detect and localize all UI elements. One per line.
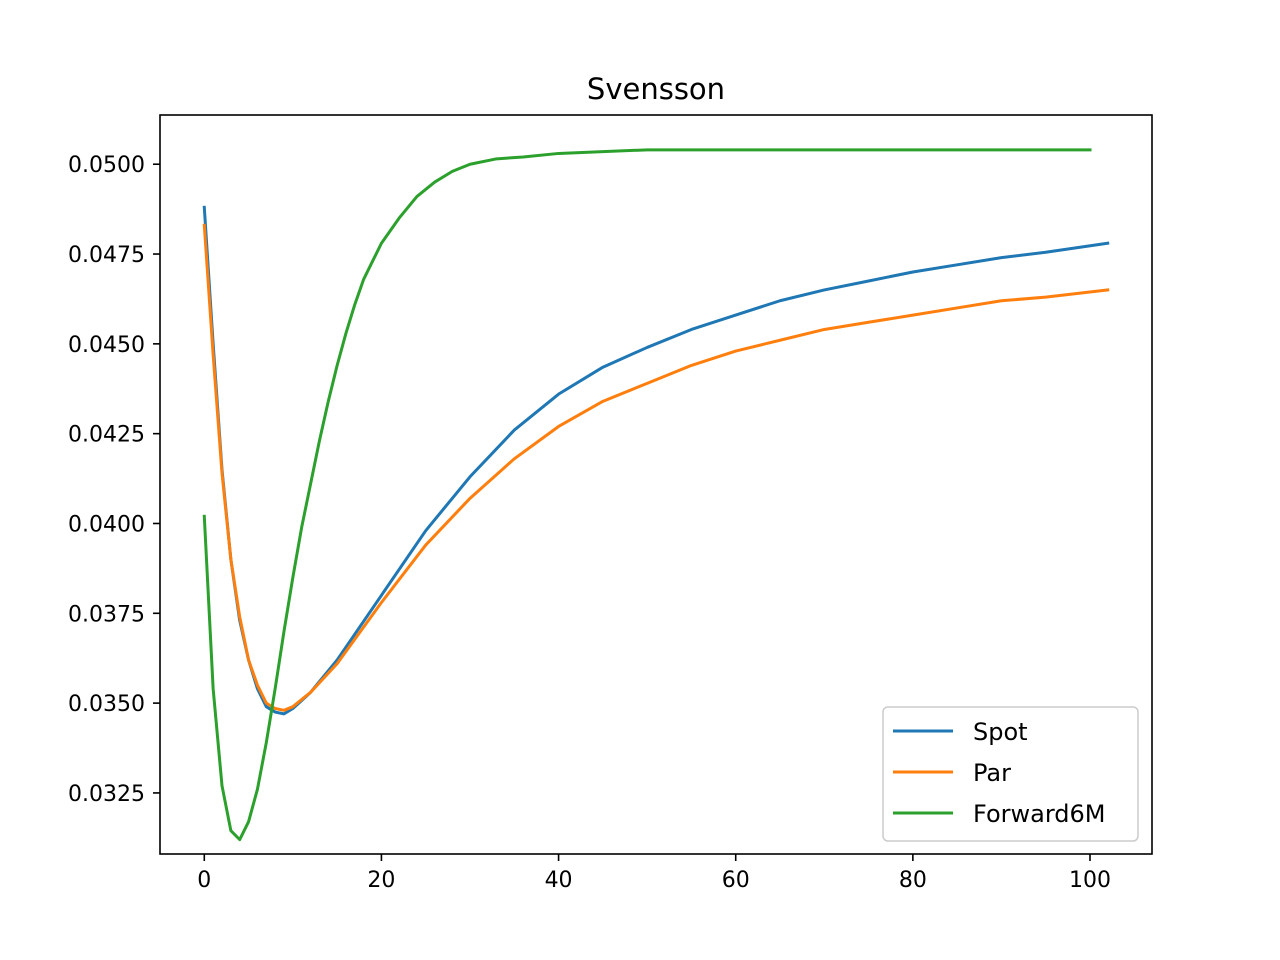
y-tick-label: 0.0325 — [68, 782, 145, 807]
y-tick-label: 0.0375 — [68, 602, 145, 627]
x-tick-label: 0 — [197, 868, 211, 893]
y-tick-label: 0.0500 — [68, 153, 145, 178]
x-tick-label: 40 — [545, 868, 573, 893]
legend-label-forward6m: Forward6M — [973, 800, 1106, 828]
x-tick-label: 20 — [367, 868, 395, 893]
y-tick-label: 0.0350 — [68, 692, 145, 717]
x-tick-label: 100 — [1069, 868, 1111, 893]
y-tick-label: 0.0425 — [68, 423, 145, 448]
x-tick-label: 80 — [899, 868, 927, 893]
y-tick-label: 0.0450 — [68, 333, 145, 358]
chart-title: Svensson — [587, 72, 725, 106]
legend-label-par: Par — [973, 759, 1011, 787]
legend-label-spot: Spot — [973, 718, 1028, 746]
legend: Spot Par Forward6M — [883, 707, 1138, 841]
y-tick-label: 0.0475 — [68, 243, 145, 268]
y-tick-label: 0.0400 — [68, 512, 145, 537]
x-tick-label: 60 — [722, 868, 750, 893]
